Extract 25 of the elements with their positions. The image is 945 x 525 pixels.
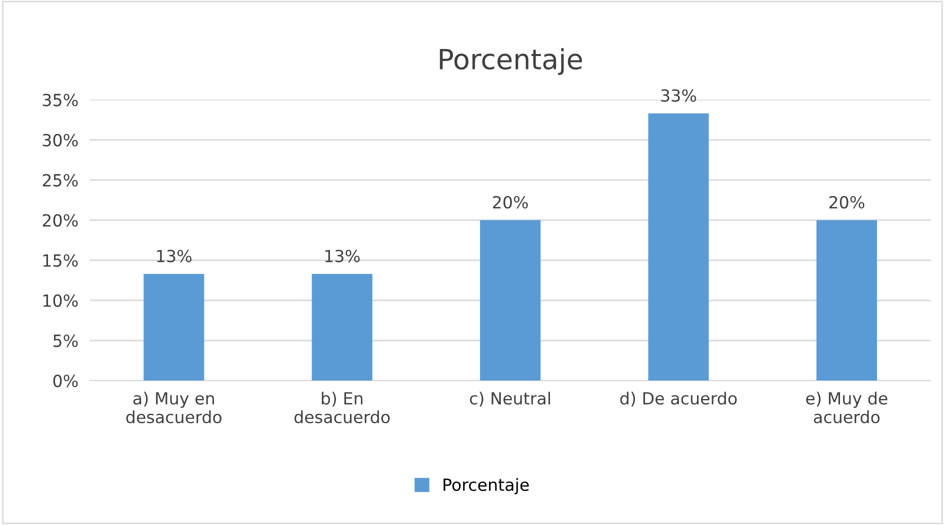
data-label: 20% xyxy=(493,196,528,209)
y-tick-label: 5% xyxy=(54,334,78,348)
x-tick-label: c) Neutral xyxy=(470,392,550,407)
y-tick-label: 30% xyxy=(42,134,78,146)
x-tick-label: b) En desacuerdo xyxy=(294,392,390,424)
y-tick-label: 15% xyxy=(43,254,78,267)
bar xyxy=(480,220,541,381)
y-tick-label: 0% xyxy=(53,374,78,388)
bar xyxy=(312,274,372,381)
data-label: 20% xyxy=(829,196,864,209)
data-label: 13% xyxy=(325,250,360,262)
bar xyxy=(648,113,709,381)
y-tick-label: 10% xyxy=(43,294,78,307)
bar xyxy=(144,274,204,381)
chart-title: Porcentaje xyxy=(440,48,582,75)
legend-label: Porcentaje xyxy=(444,478,529,494)
data-label: 13% xyxy=(157,250,192,262)
y-tick-label: 20% xyxy=(42,214,78,227)
y-tick-label: 25% xyxy=(42,174,78,187)
y-tick-label: 35% xyxy=(42,94,78,106)
x-tick-label: e) Muy de acuerdo xyxy=(806,392,888,424)
data-label: 33% xyxy=(661,89,696,102)
x-tick-label: d) De acuerdo xyxy=(620,392,737,407)
x-tick-label: a) Muy en desacuerdo xyxy=(126,392,222,424)
bar xyxy=(816,220,877,381)
